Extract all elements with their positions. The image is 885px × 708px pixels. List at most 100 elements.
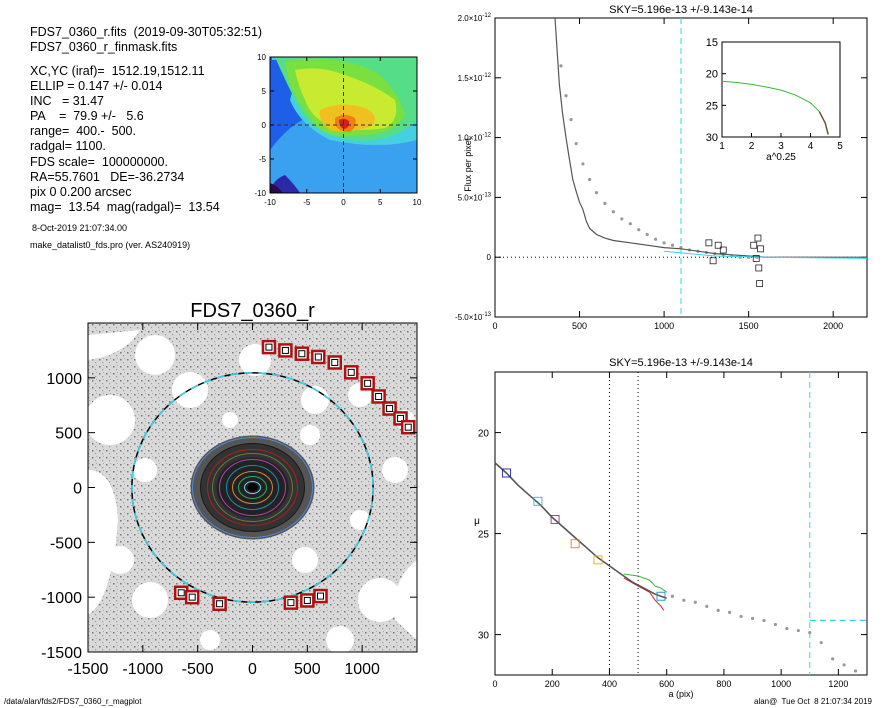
sky-square-marker	[709, 257, 717, 265]
sky-box-inner	[281, 346, 289, 354]
masked-region	[300, 425, 320, 445]
sky-box-inner	[177, 589, 185, 597]
y-tick-label: 0	[487, 253, 492, 262]
x-tick-label: 600	[659, 679, 674, 689]
data-point	[564, 94, 568, 98]
y-tick-label: 1.0×10-12	[458, 133, 492, 143]
isophote-contour	[244, 481, 261, 494]
x-tick-label: 0	[248, 661, 257, 678]
y-tick-label: 0	[262, 121, 267, 130]
sky-square-marker	[756, 280, 764, 287]
sky-box-inner	[364, 379, 372, 387]
x-tick-label: 500	[294, 661, 321, 678]
y-tick-label: 500	[55, 426, 82, 443]
inset-x-tick-label: 1	[719, 141, 725, 152]
x-tick-label: -500	[182, 661, 214, 678]
masked-region	[132, 582, 168, 618]
inset-frame	[721, 41, 841, 138]
inset-curve-tail	[818, 111, 829, 135]
info-line: FDS7_0360_r_finmask.fits	[30, 40, 178, 54]
sky-box-inner	[303, 596, 311, 604]
isophote-contour	[238, 476, 267, 499]
y-tick-label: -10	[254, 189, 266, 198]
data-point	[594, 191, 599, 195]
sky-box-inner	[397, 414, 405, 422]
masked-region	[135, 335, 175, 375]
footer-path: /data/alan/fds2/FDS7_0360_r_magplot	[4, 697, 142, 706]
data-point	[645, 232, 649, 237]
profile-red	[623, 577, 665, 611]
mu-plot-title: SKY=5.196e-13 +/-9.143e-14	[609, 357, 753, 369]
mu-square-marker	[570, 539, 580, 549]
sky-box-marker	[300, 593, 315, 608]
sky-box-inner	[188, 593, 196, 601]
info-line: ELLIP = 0.147 +/- 0.014	[30, 79, 163, 93]
sky-square-marker	[757, 245, 764, 253]
data-point	[773, 622, 778, 627]
y-tick-label: 1000	[46, 371, 82, 388]
data-point	[796, 628, 800, 633]
sky-box-marker	[294, 346, 310, 361]
masked-region	[200, 630, 220, 650]
sky-box-marker	[343, 365, 359, 380]
data-point	[716, 608, 720, 612]
info-line: INC = 31.47	[30, 94, 104, 108]
sky-box-inner	[316, 592, 324, 600]
data-point	[620, 217, 624, 221]
masked-region	[222, 412, 238, 428]
footer-user: alan@ Tue Oct 8 21:07:34 2019	[754, 697, 872, 706]
y-tick-mantissa: 1.0×10	[458, 134, 483, 143]
x-tick-label: 1200	[828, 679, 848, 689]
x-tick-label: 500	[572, 321, 587, 331]
data-point	[611, 210, 615, 214]
y-tick-exponent: -12	[482, 13, 491, 19]
profile-line	[554, 17, 867, 258]
sky-box-marker	[400, 419, 416, 435]
y-tick-label: 5	[262, 87, 267, 96]
sky-square-marker	[750, 241, 758, 249]
masked-region	[394, 560, 417, 640]
profile-green	[623, 573, 667, 593]
inset-y-tick-label: 25	[706, 100, 718, 112]
masked-region	[350, 510, 370, 530]
data-point	[808, 630, 812, 635]
x-tick-label: -1500	[68, 661, 109, 678]
isophote-contour	[207, 449, 298, 526]
mu-square-marker	[593, 555, 603, 565]
data-point	[739, 614, 743, 619]
sky-plot-ylabel: Flux per pixel	[463, 138, 473, 192]
y-tick-exponent: -13	[482, 312, 491, 318]
info-program: make_datalist0_fds.pro (ver. AS240919)	[30, 240, 191, 250]
data-point	[637, 228, 641, 232]
sky-box-marker	[327, 355, 342, 370]
y-tick-exponent: -12	[482, 73, 491, 79]
sky-box-inner	[331, 358, 339, 366]
inset-x-tick-label: 2	[749, 141, 755, 152]
data-point	[693, 600, 697, 604]
data-point	[750, 616, 755, 621]
data-point	[662, 241, 666, 245]
y-tick-mantissa: 5.0×10	[458, 193, 483, 202]
sky-box-marker	[283, 595, 299, 610]
y-tick-mantissa: 0	[487, 253, 492, 262]
mu-square-marker	[656, 591, 666, 601]
sky-box-marker	[371, 389, 386, 404]
sky-box-inner	[375, 392, 383, 400]
sky-box-inner	[216, 600, 224, 608]
info-date: 8-Oct-2019 21:07:34.00	[32, 223, 128, 233]
data-point	[559, 64, 563, 68]
info-line: PA = 79.9 +/- 5.6	[30, 109, 144, 123]
sky-plot-title: SKY=5.196e-13 +/-9.143e-14	[609, 4, 753, 16]
mu-square-marker	[501, 468, 511, 478]
data-point	[831, 657, 835, 661]
y-tick-label: 10	[257, 53, 266, 62]
sky-box-inner	[404, 423, 412, 431]
inset-y-tick-label: 15	[706, 37, 718, 49]
y-tick-label: -500	[50, 535, 82, 552]
info-line: FDS7_0360_r.fits (2019-09-30T05:32:51)	[30, 25, 263, 39]
x-tick-label: 200	[545, 679, 560, 689]
x-tick-label: 5	[378, 198, 383, 207]
sky-square-marker	[752, 254, 760, 262]
